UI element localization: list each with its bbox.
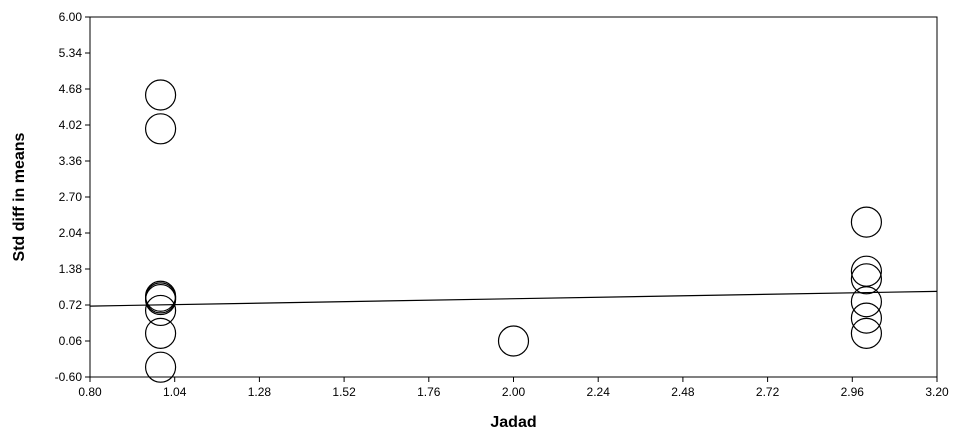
data-point <box>144 282 177 314</box>
x-tick-label: 1.76 <box>417 385 441 399</box>
y-tick-label: 4.02 <box>59 118 83 132</box>
x-tick-label: 1.52 <box>332 385 356 399</box>
regression-line <box>89 290 938 307</box>
y-axis-title: Std diff in means <box>11 132 28 261</box>
x-tick-label: 2.48 <box>671 385 695 399</box>
x-axis-title: Jadad <box>490 414 536 431</box>
y-tick-label: 0.72 <box>59 298 83 312</box>
x-tick-label: 3.20 <box>925 385 949 399</box>
x-tick-label: 1.28 <box>248 385 272 399</box>
y-tick-label: 6.00 <box>59 10 83 24</box>
data-point <box>144 283 177 316</box>
x-tick-label: 0.80 <box>78 385 102 399</box>
y-tick-label: 2.04 <box>59 226 83 240</box>
x-tick-label: 2.00 <box>502 385 526 399</box>
data-point <box>850 255 883 287</box>
data-point <box>850 263 883 295</box>
data-point <box>850 317 883 349</box>
y-tick-label: -0.60 <box>55 370 83 384</box>
data-point <box>850 206 883 238</box>
y-tick-label: 4.68 <box>59 82 83 96</box>
data-points <box>144 79 883 383</box>
x-axis-ticks: 0.80 1.04 1.28 1.52 1.76 2.00 2.24 2.48 2.72 2.96… <box>78 377 949 399</box>
data-point <box>144 317 177 349</box>
data-point <box>144 351 177 383</box>
x-tick-label: 2.24 <box>587 385 611 399</box>
y-tick-label: 1.38 <box>59 262 83 276</box>
data-point <box>497 325 530 357</box>
data-point <box>144 79 177 111</box>
y-tick-label: 5.34 <box>59 46 83 60</box>
y-tick-label: 2.70 <box>59 190 83 204</box>
data-point <box>144 294 177 327</box>
data-point <box>850 302 883 334</box>
data-point <box>850 286 883 318</box>
x-tick-label: 2.72 <box>756 385 780 399</box>
y-axis-ticks: -0.60 0.06 0.72 1.38 2.04 2.70 3.36 4.02 4.68 5.3… <box>55 10 90 384</box>
x-tick-label: 2.96 <box>841 385 865 399</box>
data-point <box>144 280 177 312</box>
plot-area-frame <box>89 16 938 378</box>
y-tick-label: 3.36 <box>59 154 83 168</box>
data-point <box>144 113 177 145</box>
y-tick-label: 0.06 <box>59 334 83 348</box>
x-tick-label: 1.04 <box>163 385 187 399</box>
